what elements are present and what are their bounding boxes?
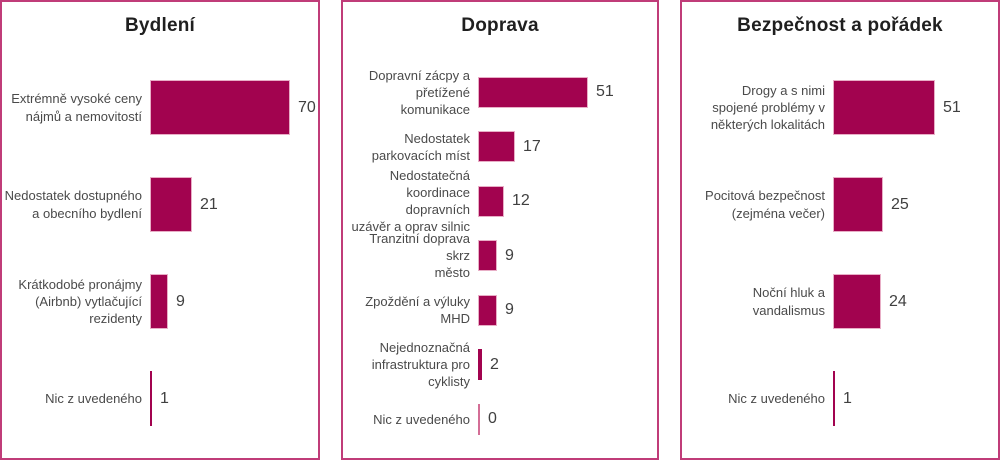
bar-area: 24 bbox=[833, 274, 998, 329]
bar-row: Nic z uvedeného 1 bbox=[2, 350, 318, 447]
chart-panel-bydleni: Bydlení Extrémně vysoké ceny nájmů a nem… bbox=[0, 0, 320, 460]
bar[interactable] bbox=[478, 76, 588, 108]
bar[interactable] bbox=[833, 274, 881, 329]
bar-row: Pocitová bezpečnost (zejména večer) 25 bbox=[682, 156, 998, 253]
value-label: 12 bbox=[512, 192, 530, 210]
bar-area: 51 bbox=[833, 80, 998, 135]
chart-title: Doprava bbox=[461, 15, 539, 36]
bar-area: 9 bbox=[478, 294, 657, 326]
bar-area: 21 bbox=[150, 177, 318, 232]
category-label: Nic z uvedeného bbox=[728, 390, 825, 406]
category-label: Tranzitní doprava skrz město bbox=[369, 231, 470, 281]
bar-area: 9 bbox=[150, 274, 318, 329]
value-label: 9 bbox=[505, 301, 514, 319]
bar-area: 25 bbox=[833, 177, 998, 232]
category-label: Nedostatek parkovacích míst bbox=[371, 130, 470, 163]
value-label: 17 bbox=[523, 137, 541, 155]
bar[interactable] bbox=[478, 294, 497, 326]
bar[interactable] bbox=[478, 240, 497, 272]
category-label: Nic z uvedeného bbox=[45, 390, 142, 406]
value-label: 2 bbox=[490, 355, 499, 373]
bar[interactable] bbox=[833, 177, 883, 232]
bar-area: 17 bbox=[478, 131, 657, 163]
bar-row: Tranzitní doprava skrz město 9 bbox=[343, 229, 657, 284]
bar[interactable] bbox=[833, 80, 935, 135]
value-label: 70 bbox=[298, 98, 316, 116]
category-label: Extrémně vysoké ceny nájmů a nemovitostí bbox=[11, 91, 142, 124]
category-label: Nic z uvedeného bbox=[373, 411, 470, 427]
value-label: 51 bbox=[943, 98, 961, 116]
category-label: Drogy a s nimi spojené problémy v někter… bbox=[710, 82, 825, 133]
category-label: Pocitová bezpečnost (zejména večer) bbox=[705, 188, 825, 221]
bar-row: Nejednoznačná infrastruktura pro cyklist… bbox=[343, 338, 657, 393]
bar[interactable] bbox=[150, 274, 168, 329]
bar-chart: Dopravní zácpy a přetížené komunikace 51 N… bbox=[343, 65, 657, 447]
value-label: 21 bbox=[200, 195, 218, 213]
bar[interactable] bbox=[150, 177, 192, 232]
category-label: Nedostatek dostupného a obecního bydlení bbox=[4, 188, 142, 221]
category-label: Dopravní zácpy a přetížené komunikace bbox=[368, 67, 470, 117]
bar-chart: Extrémně vysoké ceny nájmů a nemovitostí… bbox=[2, 59, 318, 447]
bar-row: Extrémně vysoké ceny nájmů a nemovitostí… bbox=[2, 59, 318, 156]
value-label: 9 bbox=[176, 292, 185, 310]
chart-panel-doprava: Doprava Dopravní zácpy a přetížené komun… bbox=[341, 0, 659, 460]
chart-panel-bezpecnost: Bezpečnost a pořádek Drogy a s nimi spoj… bbox=[680, 0, 1000, 460]
bar[interactable] bbox=[478, 185, 504, 217]
chart-title: Bydlení bbox=[124, 15, 196, 36]
bar-row: Noční hluk a vandalismus 24 bbox=[682, 253, 998, 350]
chart-title: Bezpečnost a pořádek bbox=[737, 15, 943, 36]
bar[interactable] bbox=[833, 371, 835, 426]
bar-chart: Drogy a s nimi spojené problémy v někter… bbox=[682, 59, 998, 447]
category-label: Zpoždění a výluky MHD bbox=[365, 294, 470, 327]
bar-row: Nedostatek parkovacích míst 17 bbox=[343, 120, 657, 175]
category-label: Nejednoznačná infrastruktura pro cyklist… bbox=[371, 340, 470, 390]
bar-row: Dopravní zácpy a přetížené komunikace 51 bbox=[343, 65, 657, 120]
bar-row: Nic z uvedeného 0 bbox=[343, 392, 657, 447]
value-label: 9 bbox=[505, 246, 514, 264]
bar[interactable] bbox=[478, 131, 515, 163]
bar-area: 0 bbox=[478, 403, 657, 435]
bar-area: 2 bbox=[478, 349, 657, 381]
value-label: 1 bbox=[843, 389, 852, 407]
value-label: 51 bbox=[596, 83, 614, 101]
bar-row: Drogy a s nimi spojené problémy v někter… bbox=[682, 59, 998, 156]
bar[interactable] bbox=[150, 80, 290, 135]
value-label: 24 bbox=[889, 292, 907, 310]
bar-row: Krátkodobé pronájmy (Airbnb) vytlačující… bbox=[2, 253, 318, 350]
bar-row: Nic z uvedeného 1 bbox=[682, 350, 998, 447]
bar[interactable] bbox=[150, 371, 152, 426]
bar[interactable] bbox=[478, 403, 480, 435]
value-label: 25 bbox=[891, 195, 909, 213]
bar[interactable] bbox=[478, 349, 482, 381]
value-label: 1 bbox=[160, 389, 169, 407]
bar-row: Nedostatečná koordinace dopravních uzávě… bbox=[343, 168, 657, 234]
bar-row: Nedostatek dostupného a obecního bydlení… bbox=[2, 156, 318, 253]
bar-area: 9 bbox=[478, 240, 657, 272]
bar-area: 12 bbox=[478, 185, 657, 217]
category-label: Krátkodobé pronájmy (Airbnb) vytlačující… bbox=[18, 276, 142, 327]
bar-row: Zpoždění a výluky MHD 9 bbox=[343, 283, 657, 338]
bar-area: 51 bbox=[478, 76, 657, 108]
category-label: Noční hluk a vandalismus bbox=[752, 285, 825, 318]
bar-area: 70 bbox=[150, 80, 318, 135]
category-label: Nedostatečná koordinace dopravních uzávě… bbox=[351, 167, 471, 235]
bar-area: 1 bbox=[150, 371, 318, 426]
value-label: 0 bbox=[488, 410, 497, 428]
bar-area: 1 bbox=[833, 371, 998, 426]
